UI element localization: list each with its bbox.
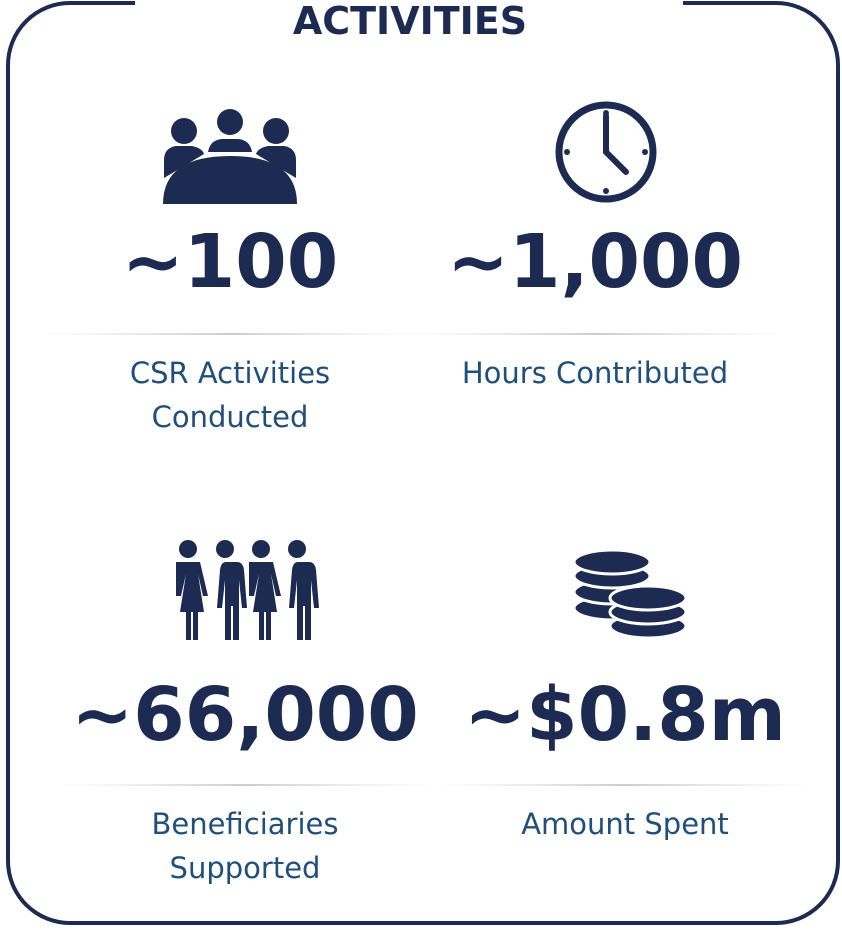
stat-value: ~1,000 [447, 219, 743, 305]
stat-value: ~66,000 [71, 672, 419, 758]
people-icon [176, 540, 319, 640]
stat-label: Conducted [152, 400, 309, 434]
title: ACTIVITIES [293, 0, 527, 43]
stat-label: Beneficiaries [152, 807, 339, 841]
divider [55, 784, 435, 786]
divider [405, 333, 785, 335]
divider [40, 333, 420, 335]
stat-value: ~100 [122, 219, 338, 305]
stat-label: Supported [170, 851, 321, 885]
stat-label: Amount Spent [521, 807, 729, 841]
stat-label: Hours Contributed [462, 356, 728, 390]
title-gap [135, 0, 683, 10]
coins-icon [572, 548, 688, 640]
divider [435, 784, 815, 786]
stat-label: CSR Activities [130, 356, 330, 390]
meeting-icon [163, 109, 297, 204]
stat-value: ~$0.8m [464, 672, 786, 758]
items: ~100 CSR Activities Conducted ~1,000 Hours C… [40, 219, 815, 885]
clock-icon [555, 101, 657, 203]
